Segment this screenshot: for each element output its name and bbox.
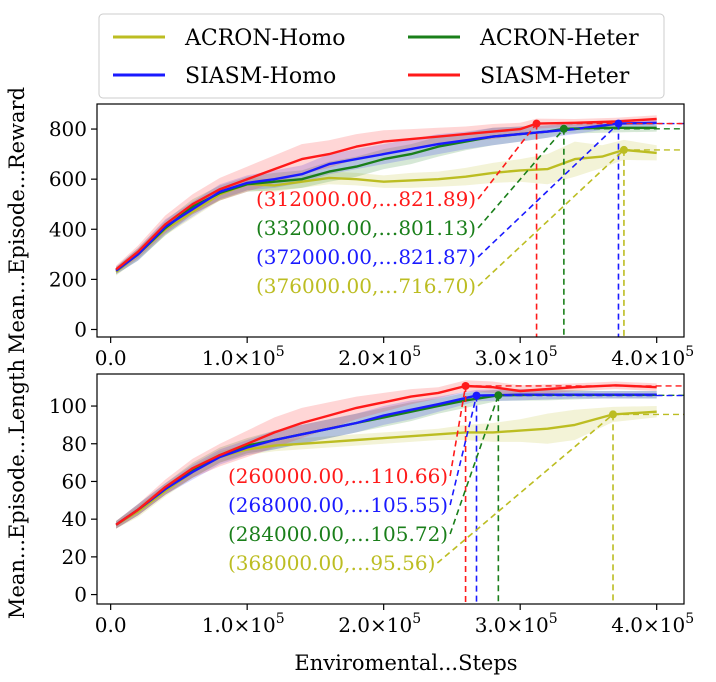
plot-area: [115, 380, 684, 604]
axes-frame: [96, 373, 685, 605]
y-tick-label: 60: [62, 469, 87, 493]
x-tick-label: 4.0×105: [611, 344, 694, 370]
max-marker: [494, 391, 503, 400]
plot-area: [115, 115, 684, 337]
y-tick-label: 600: [49, 167, 87, 191]
legend-label: ACRON-Homo: [184, 26, 346, 51]
annotation-leader: [449, 395, 500, 535]
y-tick-label: 200: [49, 267, 87, 291]
x-tick-label: 3.0×105: [475, 344, 558, 370]
x-tick-label: 2.0×105: [338, 344, 421, 370]
annotation-leader: [477, 123, 538, 200]
max-marker: [609, 410, 618, 419]
series-line: [115, 121, 657, 272]
max-marker: [461, 381, 470, 390]
data-annotation: (312000.00,…821.89): [256, 187, 476, 211]
y-tick-label: 100: [49, 394, 87, 418]
length-chart: (368000.00,…95.56) (284000.00,…105.72) (26…: [5, 359, 694, 637]
y-tick-label: 80: [62, 432, 87, 456]
data-annotation: (332000.00,…801.13): [256, 216, 476, 240]
confidence-band: [116, 406, 657, 529]
annotation-leader: [449, 385, 467, 477]
max-marker: [619, 145, 628, 154]
y-tick-label: 800: [49, 117, 87, 141]
y-tick-label: 400: [49, 217, 87, 241]
max-marker: [559, 124, 568, 133]
reward-chart: (376000.00,…716.70) (332000.00,…801.13) (3…: [5, 87, 694, 370]
y-axis-label: Mean...Episode...Reward: [5, 87, 29, 354]
annotation-leader: [477, 122, 620, 258]
y-tick-label: 0: [74, 317, 87, 341]
annotation-leader: [477, 149, 625, 287]
legend-label: SIASM-Heter: [480, 64, 630, 89]
data-annotation: (372000.00,…821.87): [256, 245, 476, 269]
axes-frame: [96, 103, 685, 338]
legend-label: SIASM-Homo: [185, 64, 336, 89]
y-axis-label: Mean...Episode...Length: [5, 359, 29, 619]
x-tick-label: 1.0×105: [202, 344, 285, 370]
annotation-leader: [477, 128, 565, 229]
y-tick-label: 0: [74, 583, 87, 607]
y-tick-label: 20: [62, 545, 87, 569]
max-marker: [472, 391, 481, 400]
x-tick-label: 0.0: [95, 346, 127, 370]
series-line: [115, 384, 657, 526]
x-tick-label: 3.0×105: [475, 611, 558, 637]
x-axis-label: Enviromental...Steps: [294, 651, 517, 675]
data-annotation: (260000.00,…110.66): [228, 464, 448, 488]
series-line: [115, 148, 657, 273]
data-annotation: (376000.00,…716.70): [256, 274, 476, 298]
data-annotation: (368000.00,…95.56): [228, 551, 435, 575]
y-tick-label: 40: [62, 507, 87, 531]
legend-label: ACRON-Heter: [479, 26, 639, 51]
legend: ACRON-Homo ACRON-Heter SIASM-Homo SIASM-Het…: [98, 13, 665, 99]
x-tick-label: 0.0: [95, 613, 127, 637]
x-tick-label: 1.0×105: [202, 611, 285, 637]
x-tick-label: 4.0×105: [611, 611, 694, 637]
max-marker: [614, 119, 623, 128]
annotation-leader: [436, 413, 614, 564]
max-marker: [532, 119, 541, 128]
data-annotation: (284000.00,…105.72): [228, 522, 448, 546]
data-annotation: (268000.00,…105.55): [228, 493, 448, 517]
confidence-band: [116, 139, 657, 276]
confidence-band: [116, 119, 657, 275]
x-tick-label: 2.0×105: [338, 611, 421, 637]
legend-frame: [98, 13, 665, 99]
confidence-band: [116, 115, 657, 274]
annotation-leader: [449, 395, 478, 506]
